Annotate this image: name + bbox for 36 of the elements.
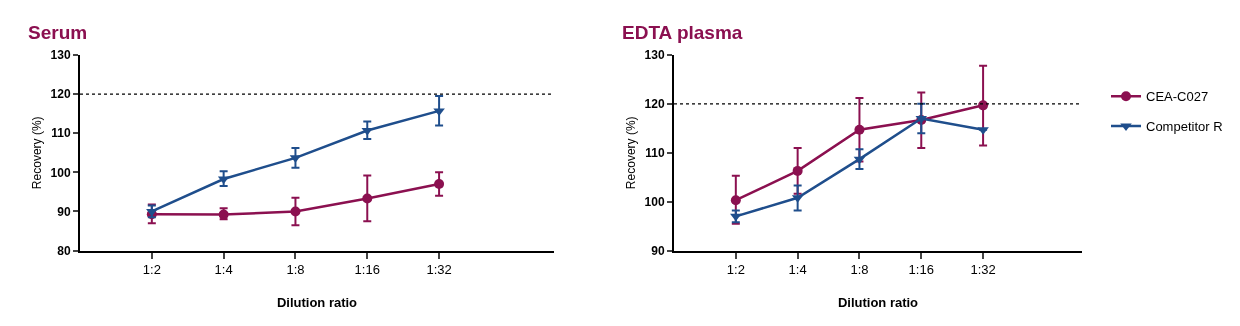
y-tick-label: 110 [51,126,71,141]
point [362,193,373,204]
point [854,124,865,135]
chart-title: EDTA plasma [622,22,743,43]
x-tick-label: 1:32 [970,262,996,278]
point [730,213,742,222]
point [730,195,741,206]
x-tick-label: 1:2 [142,262,161,278]
y-tick-label: 90 [57,204,71,219]
y-tick-label: 80 [57,243,71,258]
y-tick-label: 130 [644,48,665,63]
y-tick-label: 100 [644,194,665,209]
legend-label: CEA-C027 [1146,89,1209,105]
x-axis-title: Dilution ratio [276,295,358,311]
x-tick-label: 1:16 [908,262,934,278]
y-tick-label: 110 [645,145,665,160]
x-tick-label: 1:4 [214,262,233,278]
x-tick-label: 1:4 [788,262,807,278]
point [792,165,803,176]
x-tick-label: 1:16 [354,262,380,278]
x-tick-label: 1:32 [426,262,452,278]
y-tick-label: 120 [644,97,665,112]
x-tick-label: 1:8 [850,262,869,278]
x-tick-label: 1:8 [286,262,305,278]
y-axis-title: Recovery (%) [624,116,639,190]
x-tick-label: 1:2 [726,262,745,278]
point [434,179,445,190]
y-tick-label: 130 [50,48,71,63]
y-tick-label: 90 [651,243,665,258]
chart-title: Serum [28,22,88,43]
legend-label: Competitor R [1146,119,1223,135]
x-axis-title: Dilution ratio [837,295,919,311]
y-tick-label: 100 [50,165,71,180]
point [290,206,301,217]
y-tick-label: 120 [50,87,71,102]
y-axis-title: Recovery (%) [30,116,45,190]
